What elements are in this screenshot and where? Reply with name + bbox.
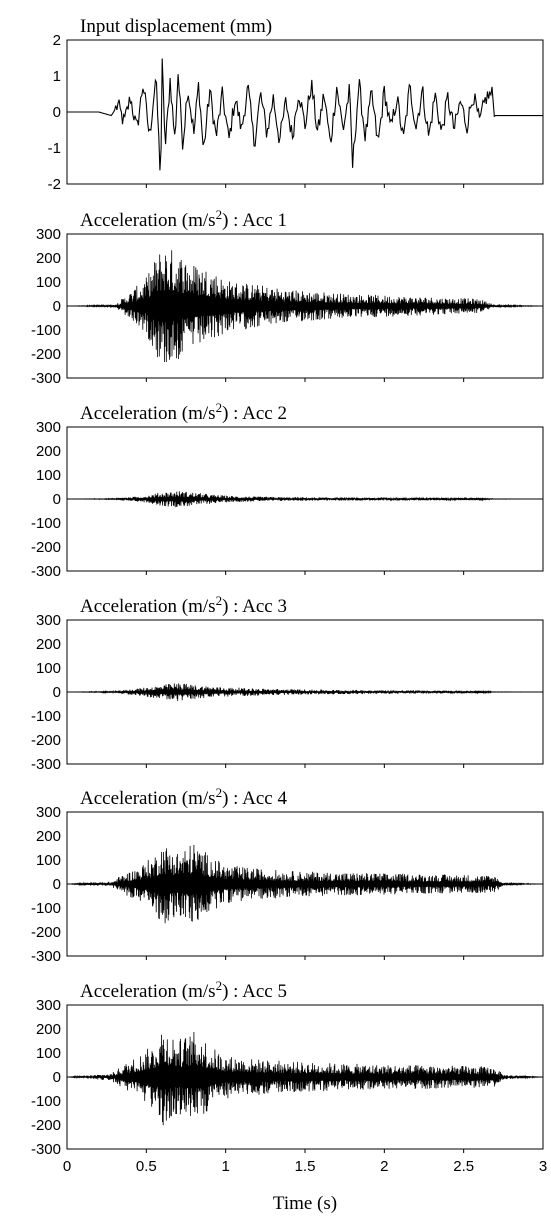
y-tick-label: 0 — [53, 684, 61, 701]
panel-title-suffix: ) : Acc 5 — [222, 981, 287, 1002]
y-tick-label: 0 — [53, 298, 61, 315]
x-tick-label: 1 — [221, 1158, 229, 1175]
y-tick-label: -100 — [31, 708, 61, 725]
y-tick-label: -200 — [31, 732, 61, 749]
y-tick-label: 300 — [36, 226, 61, 243]
x-tick-label: 2.5 — [453, 1158, 474, 1175]
panel-title-text: Input displacement (mm) — [80, 16, 272, 37]
y-tick-label: -100 — [31, 900, 61, 917]
y-tick-label: -300 — [31, 756, 61, 773]
panel-title: Acceleration (m/s2) : Acc 4 — [80, 785, 287, 809]
y-tick-label: 200 — [36, 443, 61, 460]
x-tick-label: 2 — [380, 1158, 388, 1175]
y-tick-label: -100 — [31, 322, 61, 339]
panel-title-sup: 2 — [216, 593, 223, 608]
panel-title-suffix: ) : Acc 1 — [222, 210, 287, 231]
panel-title-sup: 2 — [216, 978, 223, 993]
series-line — [67, 58, 543, 171]
panel-title-text: Acceleration (m/s — [80, 981, 216, 1002]
y-tick-label: -1 — [48, 140, 61, 157]
y-tick-label: -200 — [31, 539, 61, 556]
chart-panel-5: 300 200 100 0 -100 -200 -300 Acceleration (m/s2… — [31, 785, 544, 965]
y-tick-label: -300 — [31, 370, 61, 387]
panel-title-text: Acceleration (m/s — [80, 596, 216, 617]
panel-title: Acceleration (m/s2) : Acc 1 — [80, 207, 287, 231]
panel-title: Input displacement (mm) — [80, 16, 272, 37]
plot-frame — [66, 39, 544, 185]
y-tick-label: -300 — [31, 563, 61, 580]
y-tick-label: 300 — [36, 612, 61, 629]
panel-title: Acceleration (m/s2) : Acc 2 — [80, 400, 287, 424]
y-tick-label: 2 — [53, 32, 61, 49]
panel-title-suffix: ) : Acc 4 — [222, 788, 287, 809]
x-tick-label: 1.5 — [295, 1158, 316, 1175]
y-tick-label: 200 — [36, 636, 61, 653]
chart-panel-1: 2 1 0 -1 -2 Input displacement (mm) — [48, 16, 544, 193]
y-tick-label: 200 — [36, 828, 61, 845]
y-tick-label: 100 — [36, 467, 61, 484]
y-tick-label: 100 — [36, 274, 61, 291]
y-tick-label: -300 — [31, 948, 61, 965]
y-tick-label: -100 — [31, 515, 61, 532]
panel-title: Acceleration (m/s2) : Acc 5 — [80, 978, 287, 1002]
y-tick-label: -200 — [31, 346, 61, 363]
y-tick-label: 0 — [53, 1069, 61, 1086]
panel-title-text: Acceleration (m/s — [80, 210, 216, 231]
series-line — [67, 1031, 543, 1126]
panel-title-text: Acceleration (m/s — [80, 403, 216, 424]
y-tick-label: 200 — [36, 250, 61, 267]
y-tick-label: 300 — [36, 804, 61, 821]
chart-panel-4: 300 200 100 0 -100 -200 -300 Acceleration (m/s2… — [31, 593, 544, 773]
y-tick-label: 0 — [53, 876, 61, 893]
y-tick-label: 1 — [53, 68, 61, 85]
y-tick-label: -200 — [31, 924, 61, 941]
y-tick-label: 100 — [36, 660, 61, 677]
y-tick-label: 0 — [53, 491, 61, 508]
y-tick-label: 0 — [53, 104, 61, 121]
y-tick-label: 300 — [36, 997, 61, 1014]
series-line — [67, 844, 543, 924]
panel-title-sup: 2 — [216, 207, 223, 222]
y-tick-label: 100 — [36, 1045, 61, 1062]
series-line — [67, 683, 543, 702]
chart-panel-2: 300 200 100 0 -100 -200 -300 Acceleration (m/s2… — [31, 207, 544, 387]
panel-title-sup: 2 — [216, 400, 223, 415]
x-tick-label: 3 — [539, 1158, 547, 1175]
y-tick-label: -100 — [31, 1093, 61, 1110]
y-tick-label: 100 — [36, 852, 61, 869]
y-tick-label: 300 — [36, 419, 61, 436]
x-tick-label: 0 — [63, 1158, 71, 1175]
panel-title: Acceleration (m/s2) : Acc 3 — [80, 593, 287, 617]
y-tick-label: 200 — [36, 1021, 61, 1038]
x-axis-label: Time (s) — [273, 1193, 337, 1214]
panel-title-suffix: ) : Acc 2 — [222, 403, 287, 424]
x-tick-label: 0.5 — [136, 1158, 157, 1175]
series-line — [67, 250, 543, 363]
y-tick-label: -2 — [48, 176, 61, 193]
chart-panel-3: 300 200 100 0 -100 -200 -300 Acceleration (m/s2… — [31, 400, 544, 580]
y-tick-label: -300 — [31, 1141, 61, 1158]
panel-title-suffix: ) : Acc 3 — [222, 596, 287, 617]
y-tick-label: -200 — [31, 1117, 61, 1134]
panel-title-sup: 2 — [216, 785, 223, 800]
panel-title-text: Acceleration (m/s — [80, 788, 216, 809]
